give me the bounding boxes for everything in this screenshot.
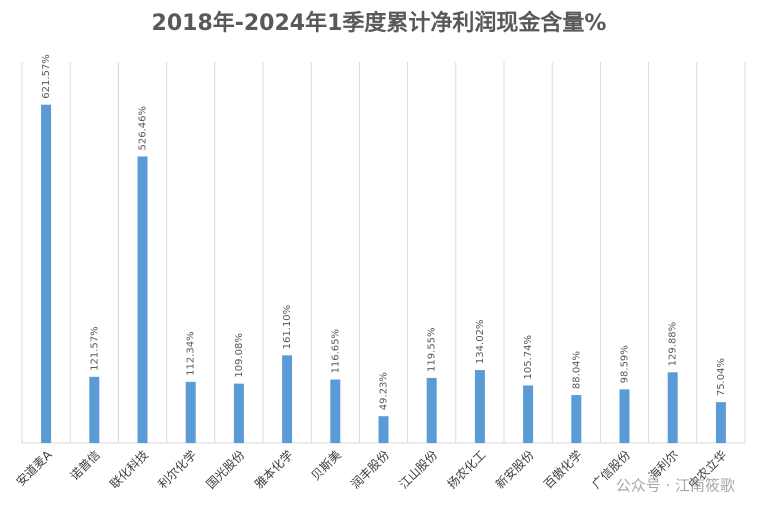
value-label: 112.34%	[186, 331, 197, 376]
value-label: 105.74%	[523, 335, 534, 380]
x-tick-label: 国光股份	[204, 448, 248, 492]
x-tick-label: 安道麦A	[13, 446, 55, 488]
bar	[474, 370, 485, 443]
value-label: 88.04%	[571, 351, 582, 389]
value-label: 119.55%	[427, 327, 438, 372]
bar	[41, 104, 52, 444]
x-tick-label: 百傲化学	[540, 447, 585, 492]
value-label: 116.65%	[330, 329, 341, 374]
bar	[233, 383, 244, 443]
x-tick-label: 润丰股份	[348, 448, 392, 492]
bar	[667, 372, 678, 443]
value-label: 621.57%	[41, 54, 52, 99]
watermark: 公众号 · 江南筱歌	[616, 477, 735, 495]
bar	[378, 416, 389, 443]
x-tick-label: 联化科技	[107, 448, 151, 492]
value-label: 121.57%	[89, 326, 100, 371]
x-tick-label: 利尔化学	[155, 447, 200, 492]
value-label: 49.23%	[379, 372, 390, 410]
value-label: 161.10%	[282, 305, 293, 350]
bar	[426, 377, 437, 443]
bar	[619, 389, 630, 443]
bar	[185, 381, 196, 443]
value-label: 109.08%	[234, 333, 245, 378]
bar	[571, 395, 582, 443]
bar	[523, 385, 534, 443]
bar	[89, 376, 100, 443]
x-tick-label: 扬农化工	[444, 447, 489, 492]
bar	[715, 402, 726, 443]
x-tick-label: 诺普信	[68, 448, 103, 483]
x-tick-label: 江山股份	[396, 448, 440, 492]
bar	[330, 379, 341, 443]
x-tick-label: 贝斯美	[309, 448, 344, 483]
chart-title: 2018年-2024年1季度累计净利润现金含量%	[152, 10, 607, 36]
x-tick-label: 新安股份	[492, 447, 537, 492]
value-label: 526.46%	[138, 106, 149, 151]
bar	[282, 355, 293, 443]
bar	[137, 156, 148, 444]
value-label: 134.02%	[475, 320, 486, 365]
value-label: 129.88%	[668, 322, 679, 367]
x-tick-label: 雅本化学	[251, 447, 296, 492]
value-label: 98.59%	[620, 345, 631, 383]
value-label: 75.04%	[716, 358, 727, 396]
